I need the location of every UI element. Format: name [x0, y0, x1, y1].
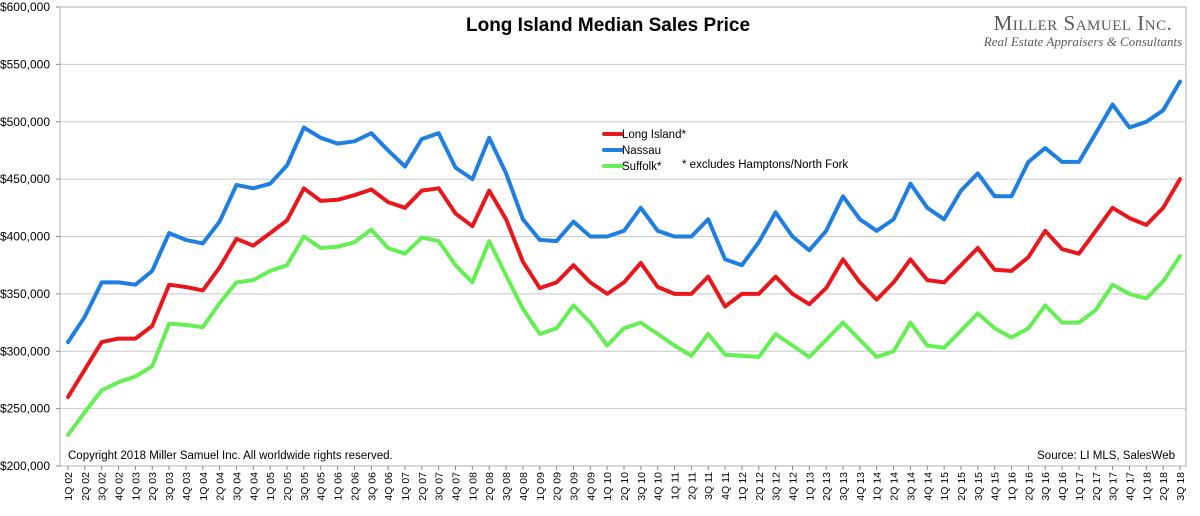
x-tick-label: 2Q 10	[619, 472, 631, 501]
x-tick-label: 4Q 03	[181, 472, 193, 501]
x-tick-label: 3Q 16	[1040, 472, 1052, 501]
x-tick-label: 2Q 07	[417, 472, 429, 501]
copyright-note: Copyright 2018 Miller Samuel Inc. All wo…	[68, 450, 393, 462]
x-tick-label: 3Q 06	[366, 472, 378, 501]
x-tick-label: 4Q 09	[585, 472, 597, 501]
x-tick-label: 4Q 13	[855, 472, 867, 501]
x-tick-label: 3Q 09	[568, 472, 580, 501]
x-tick-label: 3Q 10	[636, 472, 648, 501]
x-tick-label: 4Q 14	[922, 472, 934, 501]
x-tick-label: 3Q 18	[1175, 472, 1187, 501]
x-tick-label: 2Q 09	[552, 472, 564, 501]
x-axis-ticks: 1Q 02 2Q 02 3Q 02 4Q 02 1Q 03 2Q 03 3Q 03 4Q 03…	[63, 466, 1187, 501]
x-tick-label: 1Q 13	[804, 472, 816, 501]
x-tick-label: 4Q 15	[990, 472, 1002, 501]
x-tick-label: 4Q 16	[1057, 472, 1069, 501]
x-tick-label: 4Q 05	[316, 472, 328, 501]
legend: Long Island* Nassau Suffolk*	[602, 129, 686, 173]
x-tick-label: 3Q 02	[97, 472, 109, 501]
x-tick-label: 2Q 17	[1091, 472, 1103, 501]
x-tick-label: 3Q 17	[1108, 472, 1120, 501]
y-tick-label: $300,000	[0, 344, 50, 358]
brand-tagline: Real Estate Appraisers & Consultants	[983, 34, 1182, 49]
x-tick-label: 1Q 10	[602, 472, 614, 501]
y-tick-label: $200,000	[0, 459, 50, 473]
x-tick-label: 1Q 14	[872, 472, 884, 501]
x-tick-label: 4Q 12	[787, 472, 799, 501]
x-tick-label: 1Q 12	[737, 472, 749, 501]
x-tick-label: 2Q 12	[754, 472, 766, 501]
x-tick-label: 4Q 08	[518, 472, 530, 501]
x-tick-label: 3Q 03	[164, 472, 176, 501]
x-tick-label: 2Q 03	[147, 472, 159, 501]
x-tick-label: 3Q 08	[501, 472, 513, 501]
legend-label-nassau: Nassau	[622, 145, 661, 157]
x-tick-label: 4Q 17	[1124, 472, 1136, 501]
x-tick-label: 3Q 05	[299, 472, 311, 501]
x-tick-label: 1Q 04	[198, 472, 210, 501]
x-tick-label: 4Q 04	[248, 472, 260, 501]
x-tick-label: 2Q 08	[484, 472, 496, 501]
x-tick-label: 1Q 11	[670, 472, 682, 500]
x-tick-label: 2Q 14	[889, 472, 901, 501]
x-tick-label: 1Q 15	[939, 472, 951, 501]
x-tick-label: 2Q 15	[956, 472, 968, 501]
x-tick-label: 4Q 07	[451, 472, 463, 501]
x-tick-label: 2Q 16	[1023, 472, 1035, 501]
x-tick-label: 1Q 17	[1074, 472, 1086, 501]
x-tick-label: 4Q 06	[383, 472, 395, 501]
y-tick-label: $350,000	[0, 287, 50, 301]
x-tick-label: 3Q 07	[434, 472, 446, 501]
x-tick-label: 1Q 08	[467, 472, 479, 501]
y-tick-label: $250,000	[0, 402, 50, 416]
y-tick-label: $600,000	[0, 0, 50, 14]
x-tick-label: 4Q 02	[114, 472, 126, 501]
x-tick-label: 1Q 06	[333, 472, 345, 501]
series-line-nassau	[66, 79, 1182, 345]
brand-name: Miller Samuel Inc.	[994, 11, 1173, 35]
x-tick-label: 1Q 03	[130, 472, 142, 501]
x-tick-label: 3Q 13	[838, 472, 850, 501]
y-tick-label: $500,000	[0, 115, 50, 129]
x-tick-label: 3Q 04	[231, 472, 243, 501]
legend-label-suffolk: Suffolk*	[622, 161, 662, 173]
y-tick-label: $450,000	[0, 172, 50, 186]
brand-logo: Miller Samuel Inc. Real Estate Appraiser…	[983, 11, 1182, 49]
source-note: Source: LI MLS, SalesWeb	[1037, 450, 1175, 462]
legend-label-long-island: Long Island*	[622, 129, 686, 141]
x-tick-label: 4Q 11	[720, 472, 732, 500]
series-line-long-island	[66, 177, 1182, 400]
gridlines	[60, 63, 1186, 410]
legend-note: * excludes Hamptons/North Fork	[682, 159, 848, 171]
x-tick-label: 2Q 13	[821, 472, 833, 501]
x-tick-label: 3Q 14	[905, 472, 917, 501]
x-tick-label: 4Q 10	[653, 472, 665, 501]
x-tick-label: 1Q 09	[535, 472, 547, 501]
y-tick-label: $550,000	[0, 57, 50, 71]
x-tick-label: 1Q 05	[265, 472, 277, 501]
x-tick-label: 1Q 18	[1141, 472, 1153, 501]
x-tick-label: 1Q 07	[400, 472, 412, 501]
x-tick-label: 2Q 06	[349, 472, 361, 501]
x-tick-label: 2Q 05	[282, 472, 294, 501]
x-tick-label: 2Q 02	[80, 472, 92, 501]
y-tick-label: $400,000	[0, 230, 50, 244]
x-tick-label: 1Q 02	[63, 472, 75, 501]
series-line-suffolk	[66, 227, 1182, 437]
x-tick-label: 3Q 12	[771, 472, 783, 501]
y-axis-ticks: $200,000 $250,000 $300,000 $350,000 $400,000…	[0, 0, 60, 473]
x-tick-label: 2Q 18	[1158, 472, 1170, 501]
x-tick-label: 2Q 11	[686, 472, 698, 500]
series-lines	[66, 79, 1182, 437]
x-tick-label: 3Q 11	[703, 472, 715, 500]
x-tick-label: 1Q 16	[1007, 472, 1019, 501]
chart-title: Long Island Median Sales Price	[466, 15, 750, 36]
x-tick-label: 2Q 04	[215, 472, 227, 501]
x-tick-label: 3Q 15	[973, 472, 985, 501]
